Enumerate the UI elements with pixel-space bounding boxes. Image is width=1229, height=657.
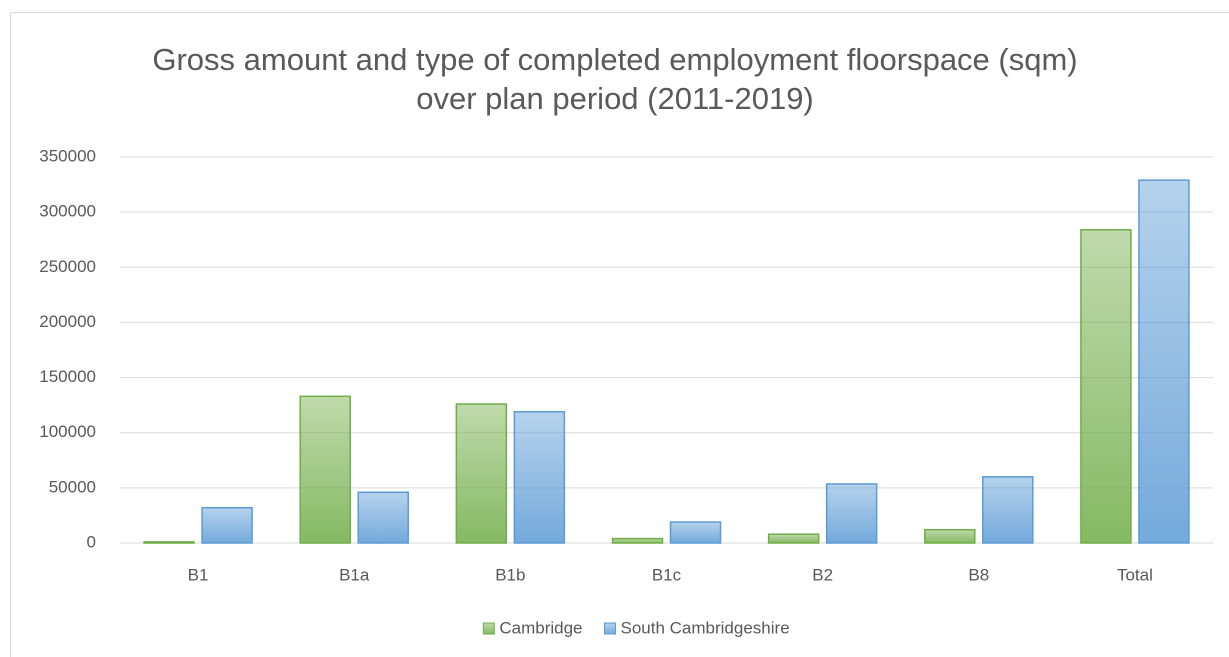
x-tick-label: B2	[812, 565, 833, 584]
x-tick-label: Total	[1117, 565, 1153, 584]
y-tick-label: 300000	[39, 202, 96, 221]
chart-title: Gross amount and type of completed emplo…	[152, 42, 1078, 116]
y-tick-label: 200000	[39, 312, 96, 331]
bar	[455, 403, 508, 544]
bar	[1080, 229, 1132, 544]
legend-label: South Cambridgeshire	[621, 618, 790, 637]
bar	[825, 483, 878, 544]
legend: Cambridge South Cambridgeshire	[482, 618, 790, 637]
y-tick-label: 150000	[39, 367, 96, 386]
y-tick-label: 0	[87, 532, 96, 551]
legend-swatch	[604, 622, 616, 635]
x-tick-label: B8	[968, 565, 989, 584]
x-tick-label: B1c	[652, 565, 682, 584]
bar	[1138, 179, 1190, 544]
bar	[767, 533, 820, 544]
bar	[669, 521, 722, 544]
bar	[143, 541, 195, 544]
bar	[513, 411, 566, 544]
y-tick-label: 100000	[39, 422, 96, 441]
x-tick-label: B1a	[339, 565, 370, 584]
legend-swatch	[482, 622, 495, 635]
legend-label: Cambridge	[499, 618, 582, 637]
y-tick-label: 250000	[39, 257, 96, 276]
bar	[357, 491, 409, 544]
x-tick-label: B1	[188, 565, 209, 584]
bar	[982, 476, 1034, 544]
bar	[201, 506, 253, 544]
y-tick-label: 350000	[39, 146, 96, 165]
bar	[611, 537, 664, 544]
x-tick-label: B1b	[495, 565, 525, 584]
bar	[299, 395, 351, 544]
bar	[924, 529, 976, 544]
y-tick-label: 50000	[49, 477, 96, 496]
